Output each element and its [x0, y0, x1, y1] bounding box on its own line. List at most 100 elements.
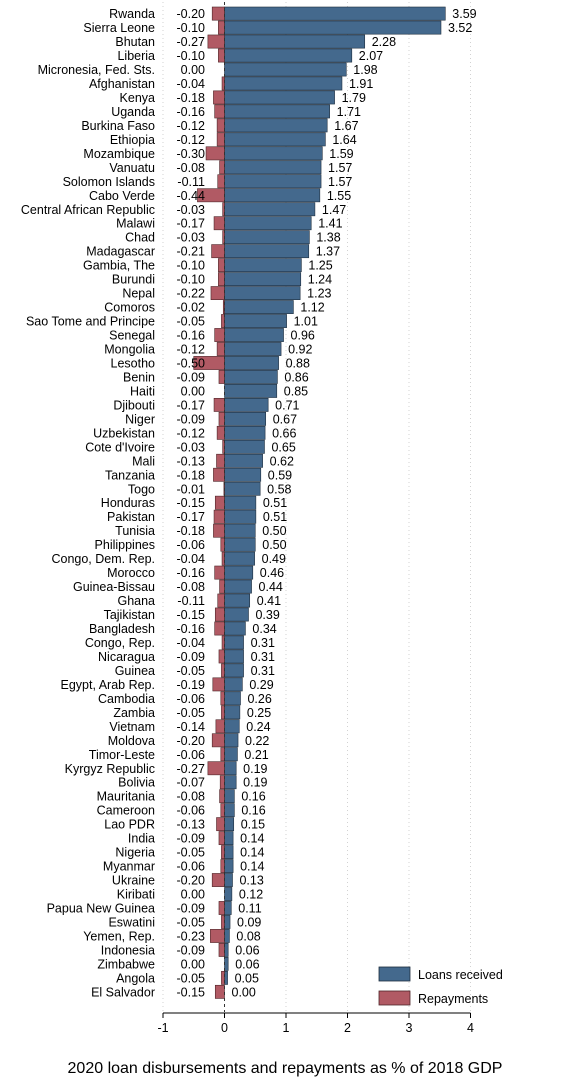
- repayments-bar: [214, 104, 225, 119]
- loans-value-label: 1.57: [328, 175, 352, 189]
- loans-bar: [224, 328, 284, 342]
- repayments-value-label: -0.10: [177, 273, 206, 287]
- category-label: Timor-Leste: [89, 748, 155, 762]
- loans-bar: [224, 104, 330, 119]
- category-label: Guinea: [115, 664, 155, 678]
- repayments-bar: [213, 216, 225, 231]
- repayments-value-label: -0.10: [177, 259, 206, 273]
- category-label: Gambia, The: [83, 259, 155, 273]
- loans-value-label: 1.41: [318, 217, 342, 231]
- repayments-value-label: -0.17: [177, 510, 206, 524]
- loans-value-label: 3.59: [452, 7, 476, 21]
- repayments-value-label: -0.16: [177, 622, 206, 636]
- category-label: Nepal: [122, 287, 155, 301]
- repayments-bar: [214, 621, 225, 636]
- repayments-bar: [211, 733, 225, 748]
- category-label: El Salvador: [91, 985, 155, 999]
- loans-bar: [224, 34, 366, 49]
- category-label: Lesotho: [111, 356, 156, 370]
- repayments-value-label: -0.04: [177, 636, 206, 650]
- loans-value-label: 0.13: [239, 874, 263, 888]
- repayments-value-label: -0.27: [177, 35, 206, 49]
- loans-bar: [224, 817, 235, 832]
- loans-bar: [224, 467, 262, 482]
- loans-bar: [224, 635, 244, 650]
- loans-value-label: 0.86: [284, 370, 308, 384]
- repayments-bar: [221, 845, 225, 859]
- repayments-bar: [221, 970, 225, 985]
- loans-bar: [224, 873, 233, 887]
- repayments-value-label: -0.08: [177, 790, 206, 804]
- loans-bar: [224, 202, 316, 217]
- loans-bar: [224, 495, 257, 510]
- loans-value-label: 0.31: [251, 636, 275, 650]
- repayments-bar: [222, 300, 225, 314]
- repayments-value-label: -0.05: [177, 706, 206, 720]
- category-label: Tunisia: [115, 524, 155, 538]
- category-label: Philippines: [95, 538, 155, 552]
- repayments-bar: [213, 90, 225, 105]
- category-label: Indonesia: [101, 943, 155, 957]
- bar-labels: Rwanda -0.20 3.59 Sierra Leone -0.10 3.52 Bhut…: [21, 7, 477, 999]
- repayments-bar: [211, 244, 225, 259]
- loans-bar: [224, 411, 267, 426]
- loans-bar: [224, 761, 237, 776]
- repayments-value-label: -0.17: [177, 217, 206, 231]
- category-label: Guinea-Bissau: [73, 580, 155, 594]
- repayments-bar: [219, 160, 225, 175]
- category-label: Congo, Dem. Rep.: [51, 552, 155, 566]
- loans-bar: [224, 775, 237, 790]
- loans-bar: [224, 677, 243, 692]
- repayments-value-label: -0.20: [177, 874, 206, 888]
- repayments-bar: [216, 342, 225, 356]
- legend-label-repayments: Repayments: [418, 992, 488, 1006]
- loans-bar: [224, 20, 442, 35]
- repayments-bar: [216, 817, 225, 832]
- loans-bar: [224, 314, 287, 328]
- loans-value-label: 0.05: [235, 971, 259, 985]
- repayments-bar: [218, 411, 225, 426]
- loans-value-label: 1.01: [294, 315, 318, 329]
- category-label: Central African Republic: [21, 203, 155, 217]
- repayments-value-label: -0.04: [177, 552, 206, 566]
- repayments-value-label: -0.12: [177, 119, 206, 133]
- loans-value-label: 1.71: [337, 105, 361, 119]
- repayments-value-label: -0.09: [177, 902, 206, 916]
- loans-value-label: 0.16: [241, 804, 265, 818]
- loans-value-label: 0.65: [271, 440, 295, 454]
- repayments-value-label: -0.06: [177, 692, 206, 706]
- category-label: Mongolia: [104, 343, 155, 357]
- loans-bar: [224, 705, 241, 720]
- category-label: Bolivia: [118, 776, 155, 790]
- loans-bar: [224, 481, 261, 496]
- repayments-value-label: -0.03: [177, 440, 206, 454]
- category-label: Pakistan: [107, 510, 155, 524]
- loans-value-label: 0.51: [263, 496, 287, 510]
- loans-bar: [224, 831, 234, 846]
- loans-bar: [224, 258, 302, 273]
- repayments-value-label: -0.03: [177, 231, 206, 245]
- category-label: Egypt, Arab Rep.: [60, 678, 155, 692]
- loans-bar: [224, 146, 323, 161]
- repayments-bar: [207, 761, 225, 776]
- loans-bar: [224, 90, 335, 105]
- loans-value-label: 1.67: [334, 119, 358, 133]
- repayments-bar: [219, 579, 225, 594]
- loans-value-label: 1.59: [329, 147, 353, 161]
- loans-value-label: 1.37: [316, 245, 340, 259]
- loans-value-label: 1.38: [316, 231, 340, 245]
- repayments-value-label: -0.14: [177, 720, 206, 734]
- repayments-value-label: -0.02: [177, 301, 206, 315]
- loans-bar: [224, 244, 310, 259]
- repayments-bar: [213, 523, 225, 538]
- loans-value-label: 1.25: [308, 259, 332, 273]
- loans-value-label: 0.21: [244, 748, 268, 762]
- category-label: Ethiopia: [110, 133, 155, 147]
- repayments-value-label: -0.27: [177, 762, 206, 776]
- loans-value-label: 0.46: [260, 566, 284, 580]
- loans-bar: [224, 439, 265, 454]
- repayments-bar: [217, 593, 225, 608]
- category-label: Rwanda: [109, 7, 155, 21]
- repayments-value-label: -0.50: [177, 356, 206, 370]
- loans-value-label: 0.11: [238, 902, 261, 916]
